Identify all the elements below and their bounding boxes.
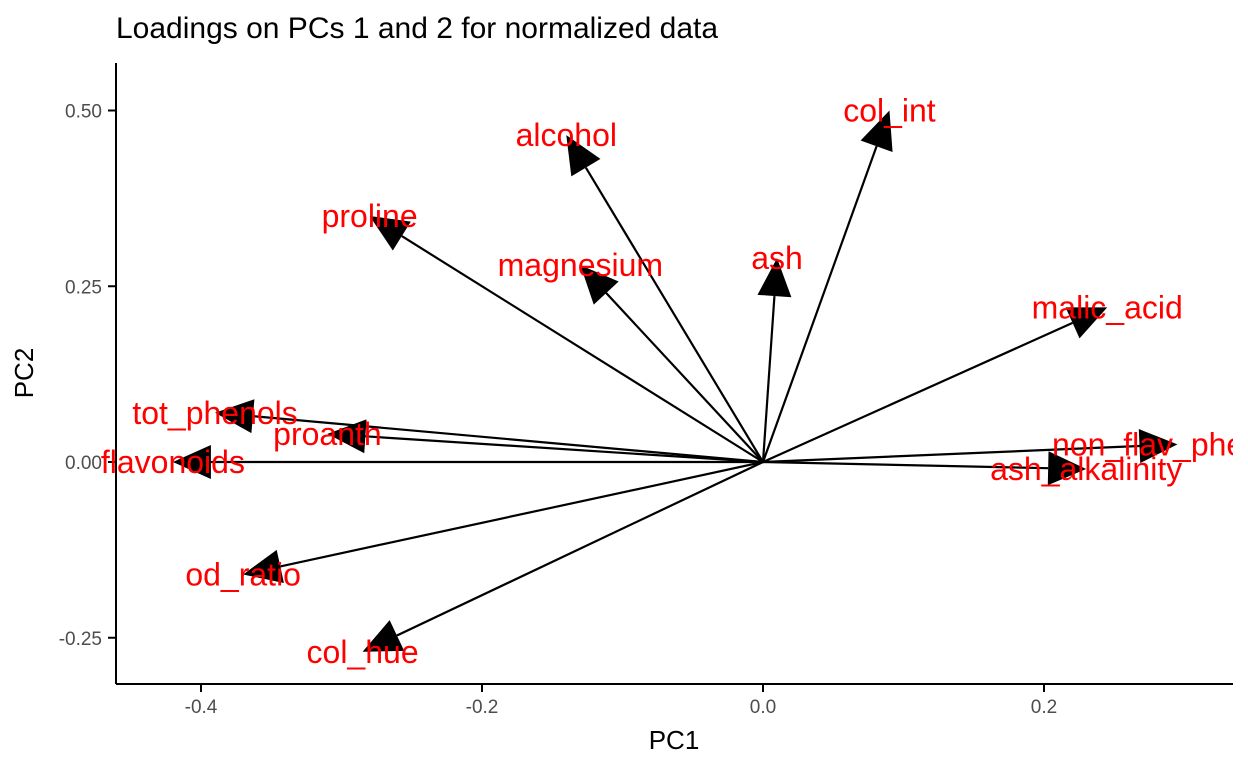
loading-arrow-proanth (327, 419, 764, 464)
chart-title: Loadings on PCs 1 and 2 for normalized d… (116, 12, 718, 45)
arrow-shaft (762, 460, 1049, 470)
loading-arrow-od-ratio (243, 460, 764, 584)
loading-label-proanth: proanth (273, 416, 382, 452)
arrow-shaft (761, 295, 776, 463)
arrow-head (1065, 307, 1108, 339)
x-tick-label: -0.2 (466, 697, 499, 718)
loading-arrow-non-flav-phenols (762, 429, 1178, 464)
loading-label-col-int: col_int (843, 93, 936, 129)
ticks: -0.4 -0.2 0.0 0.2 -0.25 0.00 0.25 0.50 (59, 102, 1058, 719)
arrow-shaft (396, 461, 764, 637)
arrow-head (566, 135, 601, 177)
loading-arrow-ash (757, 258, 792, 463)
loading-arrow-magnesium (580, 265, 764, 463)
arrow-shaft (584, 167, 764, 463)
arrow-shaft (401, 235, 764, 463)
loading-label-malic-acid: malic_acid (1032, 289, 1183, 325)
arrow-shaft (280, 460, 764, 568)
arrow-head (172, 445, 211, 479)
loading-label-ash-alkalinity: ash_alkalinity (990, 451, 1182, 487)
arrow-head (362, 620, 405, 652)
x-axis-title: PC1 (649, 725, 700, 755)
arrow-head (757, 258, 792, 298)
arrow-shaft (605, 292, 764, 463)
arrow-head (215, 399, 255, 434)
loading-label-magnesium: magnesium (498, 247, 663, 283)
axes (115, 63, 1233, 685)
arrow-shaft (365, 435, 764, 464)
loading-arrow-tot-phenols (215, 399, 764, 464)
loading-label-alcohol: alcohol (516, 117, 617, 153)
loading-arrow-proline (369, 215, 764, 463)
loading-arrow-col-int (761, 110, 893, 463)
y-tick-label: 0.25 (65, 277, 102, 298)
loading-arrow-ash-alkalinity (762, 451, 1087, 486)
x-tick-label: 0.2 (1031, 697, 1057, 718)
loading-label-flavonoids: flavonoids (101, 444, 245, 480)
y-tick-label: -0.25 (59, 629, 102, 650)
y-axis-title: PC2 (9, 348, 39, 399)
arrow-shaft (761, 145, 878, 463)
x-tick-label: -0.4 (185, 697, 218, 718)
loading-label-tot-phenols: tot_phenols (132, 395, 297, 431)
y-tick-label: 0.50 (65, 102, 102, 123)
arrow-head (860, 110, 893, 153)
arrow-head (243, 549, 284, 584)
arrow-head (580, 265, 619, 305)
x-tick-label: 0.0 (750, 697, 776, 718)
loading-label-proline: proline (322, 198, 418, 234)
arrow-head (1138, 429, 1178, 464)
loading-arrow-alcohol (566, 135, 764, 463)
loading-arrow-malic-acid (762, 307, 1108, 464)
arrow-shaft (252, 415, 764, 464)
arrow-head (369, 215, 411, 251)
loading-arrow-flavonoids (172, 445, 763, 479)
arrow-head (1047, 451, 1087, 486)
arrow-head (327, 419, 367, 454)
arrow-shaft (762, 444, 1140, 464)
loading-arrow-col-hue (362, 461, 764, 652)
arrow-shaft (762, 321, 1074, 464)
loading-arrows (172, 110, 1178, 652)
loading-label-col-hue: col_hue (307, 634, 419, 670)
loading-label-od-ratio: od_ratio (185, 556, 301, 592)
y-tick-label: 0.00 (65, 453, 102, 474)
loading-label-ash: ash (751, 240, 803, 276)
loading-label-non-flav-phenols: non_flav_phenols (1052, 426, 1248, 462)
